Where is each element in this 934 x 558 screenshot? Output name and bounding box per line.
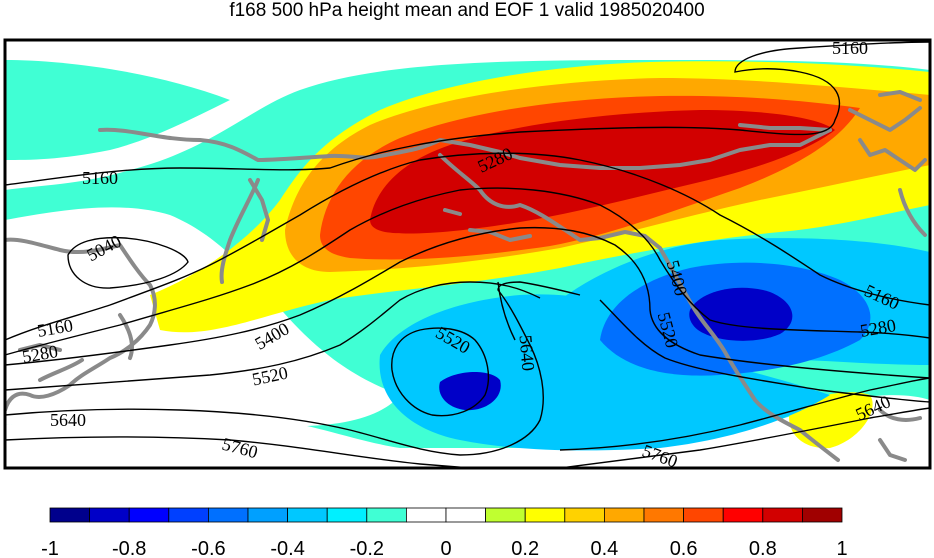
eof-shading — [5, 40, 930, 468]
colorbar-swatch — [168, 507, 209, 523]
contour-label-c5640-l: 5640 — [50, 410, 86, 430]
colorbar-tick-label: -0.6 — [191, 538, 225, 558]
colorbar-swatch — [524, 507, 566, 523]
colorbar-swatch — [49, 507, 90, 523]
height-contours — [5, 41, 930, 468]
colorbar-swatch — [366, 507, 407, 523]
shade-negative-central-core — [439, 371, 501, 411]
colorbar-swatch — [683, 507, 724, 523]
contour-label-text: 5640 — [50, 410, 86, 430]
colorbar-swatch — [207, 507, 249, 523]
contour-5760 — [5, 407, 930, 468]
coastline-siberia — [98, 127, 832, 170]
colorbar-swatch — [564, 507, 605, 523]
contour-label-text: 5160 — [82, 168, 118, 188]
colorbar-swatch — [247, 507, 288, 523]
colorbar-tick-label: -0.8 — [112, 538, 146, 558]
colorbar-tick-label: 1 — [836, 538, 847, 558]
colorbar-tick-label: -1 — [41, 538, 59, 558]
colorbar-swatch — [128, 507, 170, 523]
colorbar-swatch — [802, 507, 843, 523]
colorbar: -1 -0.8 -0.6 -0.4 -0.2 0 0.2 0.4 0.6 0.8 1 — [41, 507, 848, 558]
colorbar-swatch — [445, 507, 486, 523]
map-frame — [3, 38, 932, 470]
contour-5160-north — [5, 41, 930, 186]
coastline-north-america — [878, 188, 927, 462]
colorbar-tick-label: -0.2 — [350, 538, 384, 558]
contour-5040 — [67, 236, 189, 289]
colorbar-swatch — [405, 507, 447, 523]
coastline-kamchatka — [219, 178, 270, 284]
coastline-aleutians — [443, 208, 532, 242]
colorbar-swatch — [604, 507, 645, 523]
colorbar-swatch — [643, 507, 684, 523]
contour-label-c5640-low: 5640 — [515, 334, 538, 372]
contour-label-text: 5160 — [832, 38, 868, 58]
contour-5400 — [5, 226, 930, 379]
colorbar-swatch — [485, 507, 526, 523]
coastline-arctic-islands — [738, 90, 927, 172]
colorbar-tick-label: 0.6 — [670, 538, 698, 558]
colorbar-swatch — [722, 507, 764, 523]
coastline-alaska — [438, 153, 840, 462]
colorbar-swatch — [287, 507, 328, 523]
shade-negative-central — [379, 294, 830, 451]
contour-5520-main — [5, 281, 541, 391]
shade-strong-positive-core — [370, 110, 835, 234]
contour-label-text: 5640 — [515, 334, 538, 372]
colorbar-swatch — [762, 507, 803, 523]
map-title: f168 500 hPa height mean and EOF 1 valid… — [229, 0, 705, 21]
colorbar-tick-label: -0.4 — [270, 538, 304, 558]
colorbar-tick-label: 0 — [440, 538, 451, 558]
contour-label-c5160-tr: 5160 — [832, 38, 868, 58]
colorbar-tick-label: 0.2 — [511, 538, 539, 558]
colorbar-swatch — [326, 507, 368, 523]
contour-label-c5160-l: 5160 — [82, 168, 118, 188]
coastline-asia-east — [5, 237, 157, 412]
colorbar-swatch — [89, 507, 130, 523]
shade-negative-northeast-core — [689, 287, 793, 341]
colorbar-tick-label: 0.4 — [590, 538, 618, 558]
contour-5520-low — [391, 327, 490, 417]
shade-negative-upper-left — [5, 60, 230, 160]
contour-5160-south — [5, 152, 930, 341]
shade-zero-band-north — [5, 40, 930, 190]
contour-5280 — [5, 187, 930, 356]
contour-5640 — [5, 281, 930, 456]
colorbar-tick-label: 0.8 — [749, 538, 777, 558]
